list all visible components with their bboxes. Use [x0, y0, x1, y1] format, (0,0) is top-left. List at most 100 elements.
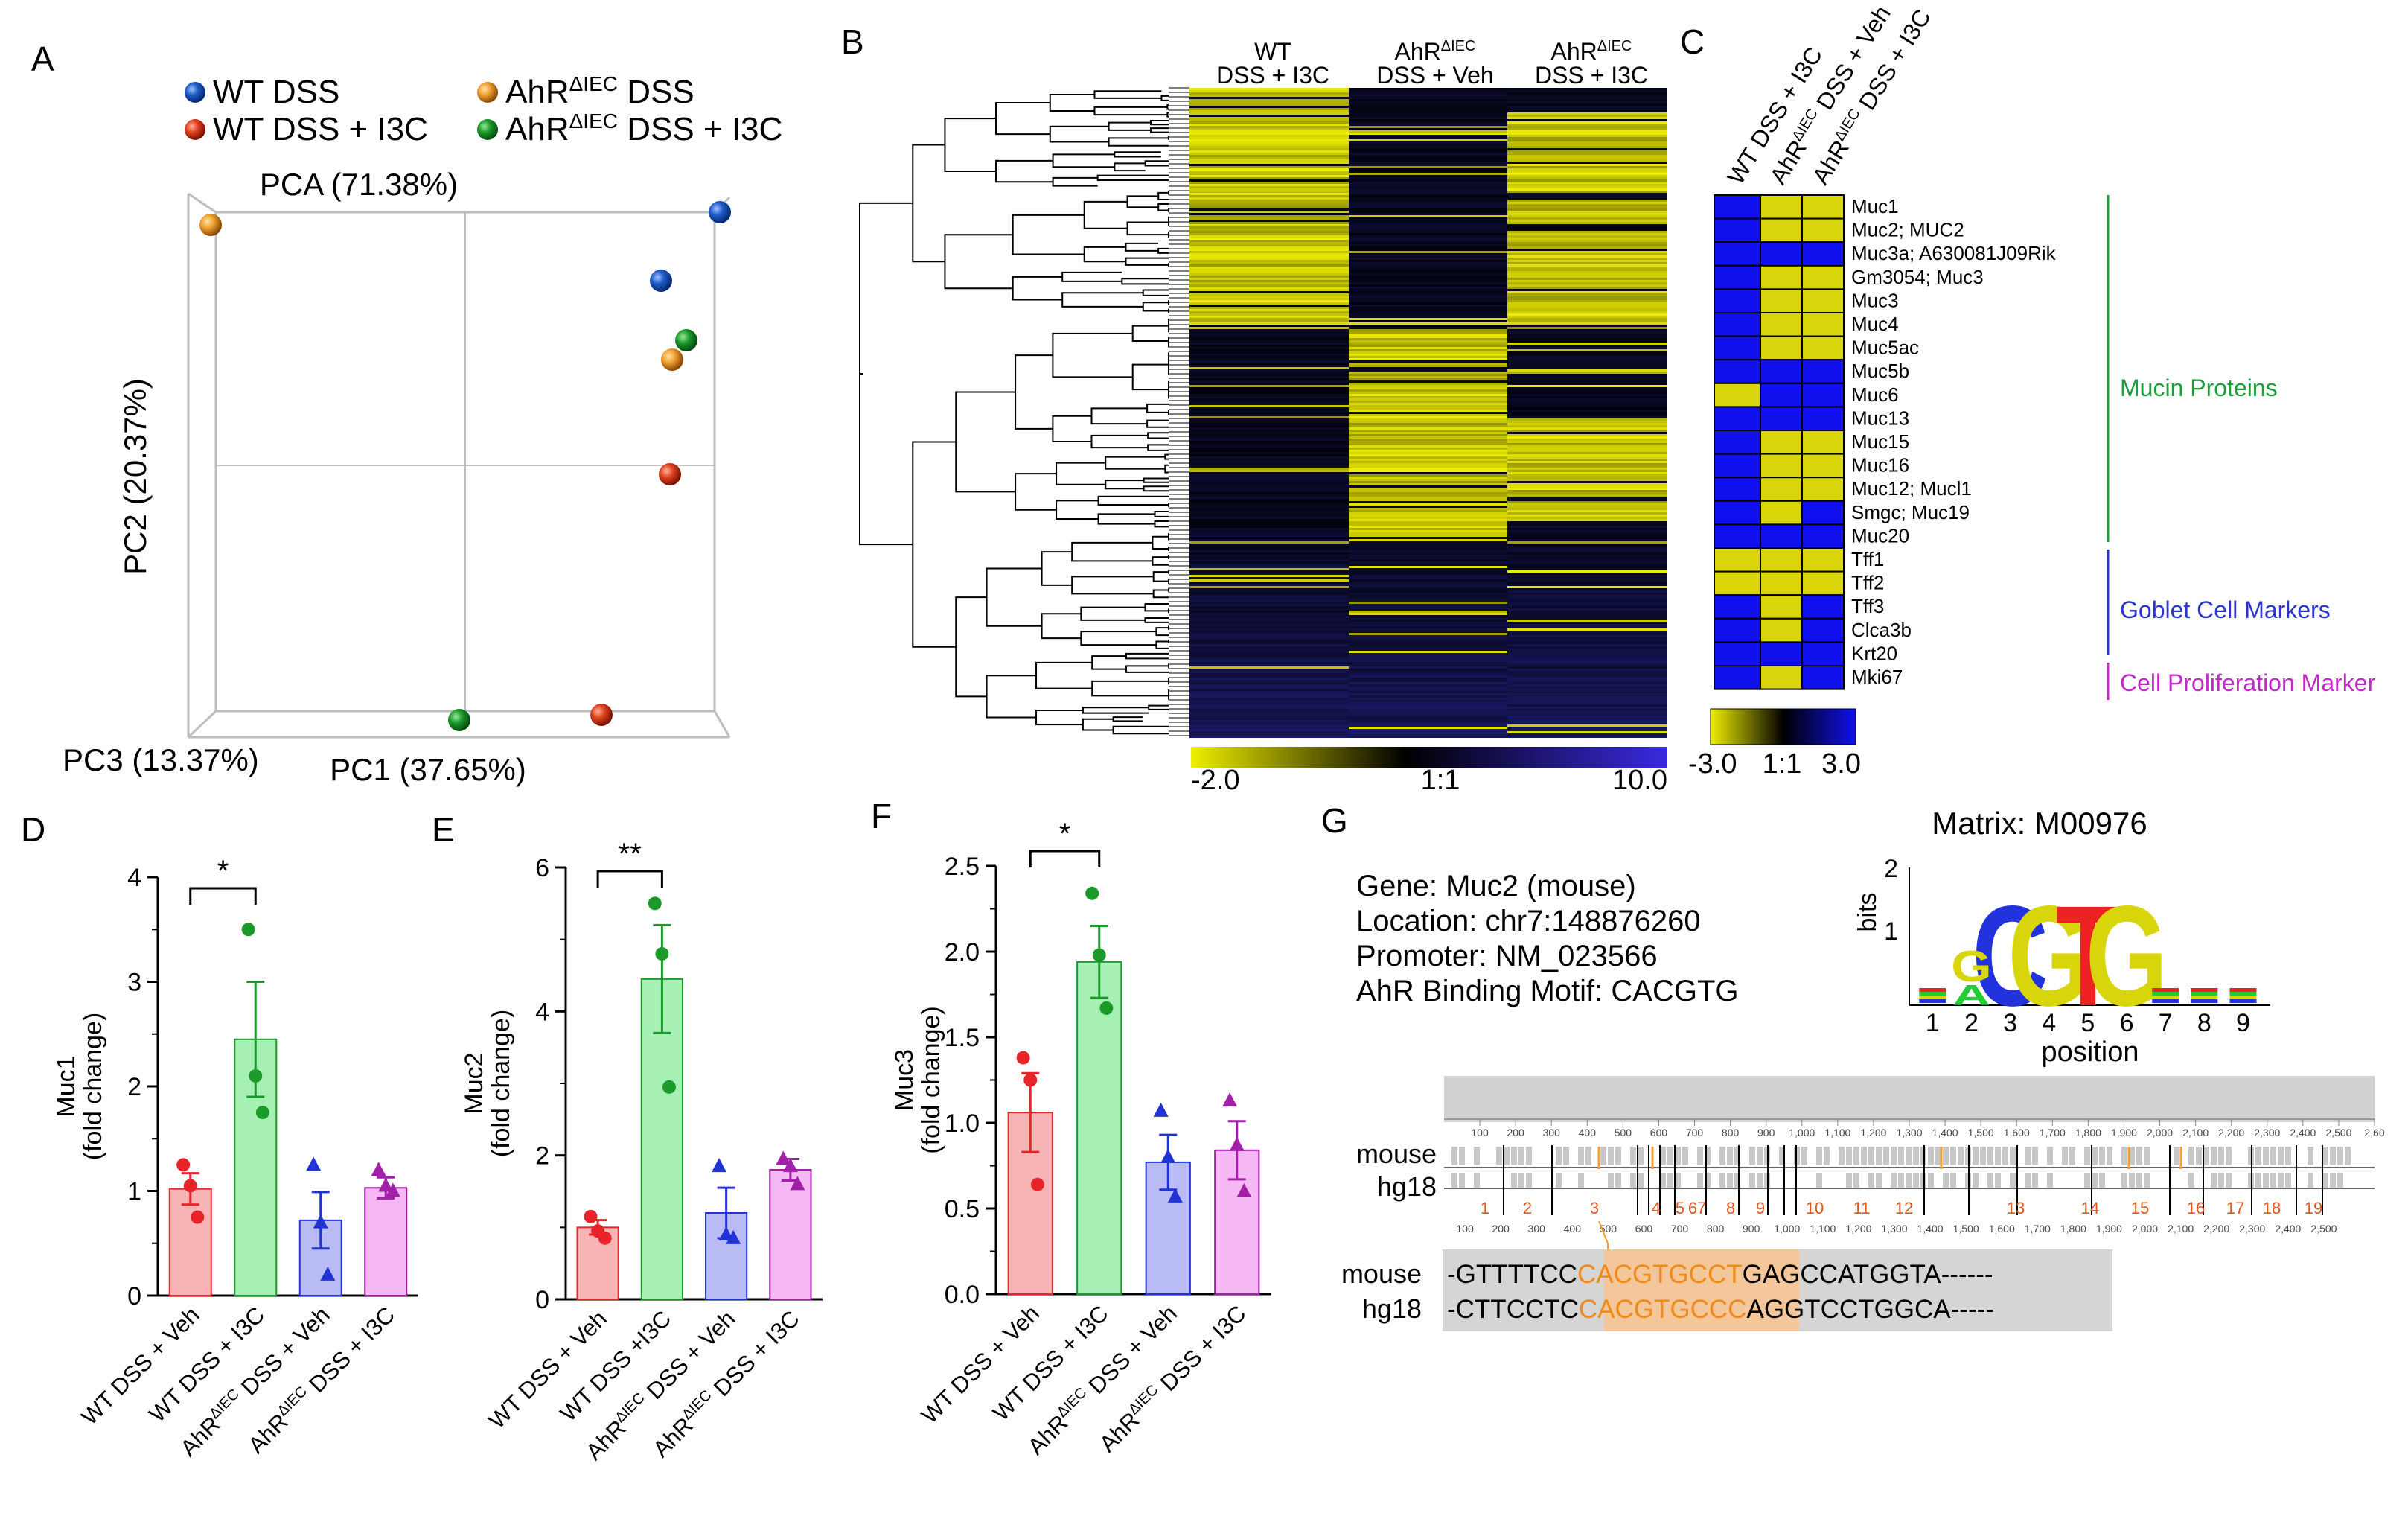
heatmap-cell [1714, 312, 1761, 337]
logo-ytick: 2 [1884, 855, 1898, 883]
heatmap-cell [1801, 382, 1845, 408]
pca-legend: WT DSS AhRΔIEC DSS WT DSS + I3C AhRΔIEC DSS… [185, 72, 782, 147]
category-label: WT DSS + I3C [144, 1302, 270, 1427]
gene-label: Clca3b [1851, 619, 1912, 641]
species-hg18: hg18 [1377, 1171, 1437, 1202]
panel-label-g: G [1321, 801, 1348, 840]
logo-ylabel: bits [1853, 893, 1882, 932]
ruler-label-bottom: 700 [1671, 1223, 1689, 1235]
heatmap-b-color-scale [1191, 747, 1667, 768]
matrix-title: Matrix: M00976 [1932, 806, 2147, 841]
logo-mini-stack [2229, 999, 2257, 1003]
scale-c-mid: 1:1 [1763, 748, 1802, 780]
ruler-label: 2,000 [2147, 1127, 2173, 1138]
heatmap-cell [1801, 641, 1845, 667]
heatmap-cell [1714, 194, 1761, 220]
y-tick-label: 2.0 [945, 938, 980, 966]
motif-panel: G Gene: Muc2 (mouse) Location: chr7:1488… [1321, 801, 2385, 1331]
seq-species-hg18: hg18 [1362, 1293, 1422, 1324]
category-label: WT DSS + Veh [916, 1300, 1044, 1428]
y-tick-label: 6 [535, 854, 549, 882]
gene-label: Muc2; MUC2 [1851, 219, 1964, 241]
panel-label-e: E [432, 810, 455, 849]
ruler-label-bottom: 1,700 [2025, 1223, 2051, 1235]
data-point [241, 923, 255, 937]
ruler-label-bottom: 1,300 [1881, 1223, 1907, 1235]
heatmap-cell [1714, 288, 1761, 313]
gene-label: Muc6 [1851, 383, 1899, 406]
ruler-label: 2,100 [2182, 1127, 2209, 1138]
ruler-label-bottom: 1,600 [1989, 1223, 2015, 1235]
heatmap-cell [1760, 194, 1803, 220]
pca-box [187, 192, 731, 739]
gene-label: Tff2 [1851, 572, 1884, 594]
y-tick-label: 0 [535, 1286, 549, 1314]
promoter-text: Promoter: NM_023566 [1356, 940, 1658, 972]
heatmap-cell [1801, 241, 1845, 267]
location-text: Location: chr7:148876260 [1356, 905, 1701, 937]
ruler-label-bottom: 1,500 [1953, 1223, 1979, 1235]
gene-label: Muc4 [1851, 313, 1899, 335]
data-point [1222, 1092, 1238, 1107]
block-number: 11 [1853, 1199, 1871, 1217]
pca-point [659, 463, 681, 485]
logo-position: 9 [2236, 1009, 2250, 1037]
motif-highlight [1604, 1249, 1799, 1331]
pca-panel: A WT DSS AhRΔIEC DSS WT DSS + I3C AhRΔIEC D… [31, 39, 782, 787]
block-number: 6 [1688, 1199, 1697, 1217]
ruler-label: 2,60 [2364, 1127, 2384, 1138]
y-axis-label: Muc3 [890, 1049, 919, 1111]
bar [364, 1187, 408, 1297]
significance-bracket [596, 870, 663, 888]
ruler-label-bottom: 400 [1564, 1223, 1582, 1235]
data-point [1160, 1149, 1176, 1163]
data-point [378, 1177, 394, 1192]
logo-letter: A [1952, 979, 1990, 1011]
heatmap-cell [1714, 477, 1761, 502]
col1-line2: DSS + I3C [1216, 62, 1329, 89]
logo-position: 5 [2080, 1009, 2095, 1037]
ruler-label: 1,100 [1824, 1127, 1850, 1138]
heatmap-cell [1801, 617, 1845, 643]
y-tick-label: 1 [127, 1178, 141, 1206]
y-tick-label: 2 [535, 1142, 549, 1171]
heatmap-cell [1801, 500, 1845, 526]
gene-label: Tff1 [1851, 548, 1884, 570]
species-mouse: mouse [1356, 1138, 1437, 1169]
logo-position: 8 [2197, 1009, 2211, 1037]
y-tick-label: 1.5 [945, 1024, 980, 1052]
ruler-label-bottom: 2,300 [2239, 1223, 2265, 1235]
ruler-label: 700 [1686, 1127, 1704, 1138]
heatmap-c [1714, 194, 1845, 690]
heatmap-cell [1801, 523, 1845, 550]
ruler-label-bottom: 2,100 [2168, 1223, 2194, 1235]
heatmap-cell [1714, 359, 1761, 384]
ruler-label-bottom: 300 [1528, 1223, 1546, 1235]
y-axis-unit: (fold change) [487, 1010, 515, 1157]
ruler-label-bottom: 1,100 [1810, 1223, 1836, 1235]
gene-label: Muc3a; A630081J09Rik [1851, 242, 2057, 264]
logo-position: 6 [2120, 1009, 2134, 1037]
logo-mini-stack [2152, 992, 2179, 996]
mouse-sequence: -GTTTTCCCACGTGCCTGAGCCATGGTA------ [1447, 1260, 1993, 1289]
gene-label: Muc5b [1851, 360, 1909, 382]
block-number: 10 [1806, 1199, 1824, 1217]
heatmap-cell [1801, 547, 1845, 573]
y-axis-unit: (fold change) [79, 1013, 107, 1160]
ruler-label: 900 [1757, 1127, 1775, 1138]
ruler-label-bottom: 1,400 [1917, 1223, 1944, 1235]
ruler-label-bottom: 100 [1456, 1223, 1474, 1235]
heatmap-cell [1760, 477, 1803, 502]
scale-b-max: 10.0 [1612, 765, 1667, 796]
data-point [790, 1176, 805, 1191]
data-point [1229, 1136, 1245, 1151]
gene-label: Tff3 [1851, 595, 1884, 617]
ruler-label-bottom: 1,900 [2096, 1223, 2122, 1235]
col1-line1: WT [1254, 38, 1291, 65]
y-tick-label: 3 [127, 969, 141, 997]
panel-label-b: B [841, 22, 864, 61]
data-point [712, 1158, 727, 1173]
logo-letter: T [2055, 876, 2120, 1036]
